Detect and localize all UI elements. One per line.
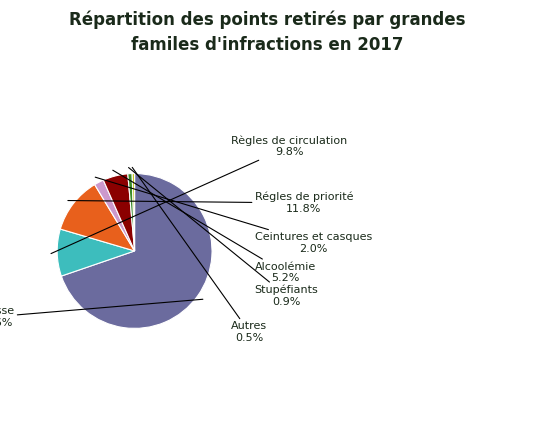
Text: Répartition des points retirés par grandes
familes d'infractions en 2017: Répartition des points retirés par grand… <box>69 11 466 54</box>
Text: Alcoolémie
5.2%: Alcoolémie 5.2% <box>113 170 316 283</box>
Wedge shape <box>103 174 135 251</box>
Text: Régles de priorité
11.8%: Régles de priorité 11.8% <box>68 192 353 214</box>
Wedge shape <box>57 229 135 276</box>
Wedge shape <box>132 173 135 251</box>
Text: Règles de circulation
9.8%: Règles de circulation 9.8% <box>51 135 348 253</box>
Text: Ceintures et casques
2.0%: Ceintures et casques 2.0% <box>95 177 372 254</box>
Text: Autres
0.5%: Autres 0.5% <box>132 167 268 343</box>
Wedge shape <box>95 180 135 251</box>
Wedge shape <box>60 184 135 251</box>
Text: Vitesse
69.6%: Vitesse 69.6% <box>0 299 203 328</box>
Wedge shape <box>62 173 212 328</box>
Text: Stupéfiants
0.9%: Stupéfiants 0.9% <box>128 167 318 307</box>
Wedge shape <box>128 173 135 251</box>
